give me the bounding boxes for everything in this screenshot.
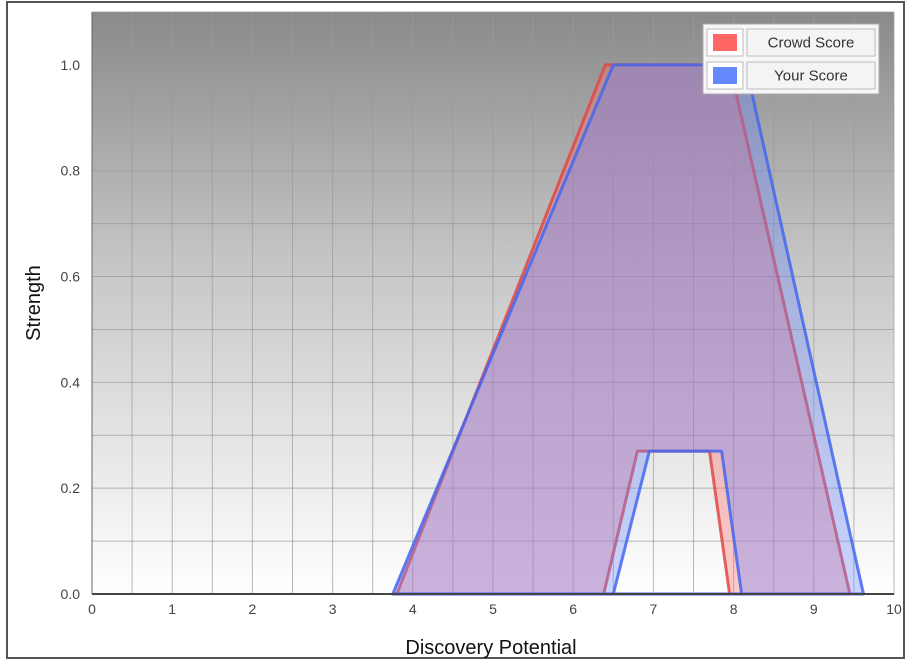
legend-label-box (746, 61, 876, 90)
y-axis-title: Strength (23, 265, 45, 341)
x-tick-label: 8 (730, 601, 738, 617)
legend-swatch (713, 67, 737, 84)
tick-labels: 0 1 2 3 4 5 6 7 8 9 10 0.0 0.2 0.4 0.6 0.8 1.0 (61, 57, 902, 617)
y-tick-label: 0.8 (61, 163, 81, 179)
legend-label: Your Score (774, 68, 848, 85)
legend-label-box (746, 28, 876, 57)
y-tick-label: 0.4 (61, 374, 81, 390)
x-tick-label: 6 (569, 601, 577, 617)
legend-swatch (713, 34, 737, 51)
x-tick-label: 1 (168, 601, 176, 617)
legend-label: Crowd Score (768, 35, 855, 52)
y-tick-label: 0.0 (61, 586, 81, 602)
x-tick-label: 9 (810, 601, 818, 617)
y-tick-label: 1.0 (61, 57, 81, 73)
x-tick-label: 10 (886, 601, 902, 617)
x-tick-label: 2 (249, 601, 257, 617)
x-tick-label: 7 (650, 601, 658, 617)
x-tick-label: 0 (88, 601, 96, 617)
x-tick-label: 5 (489, 601, 497, 617)
y-tick-label: 0.2 (61, 480, 81, 496)
x-axis-title: Discovery Potential (405, 637, 576, 659)
x-tick-label: 4 (409, 601, 417, 617)
y-tick-label: 0.6 (61, 269, 81, 285)
x-tick-label: 3 (329, 601, 337, 617)
legend: Crowd Score Your Score (702, 23, 880, 95)
